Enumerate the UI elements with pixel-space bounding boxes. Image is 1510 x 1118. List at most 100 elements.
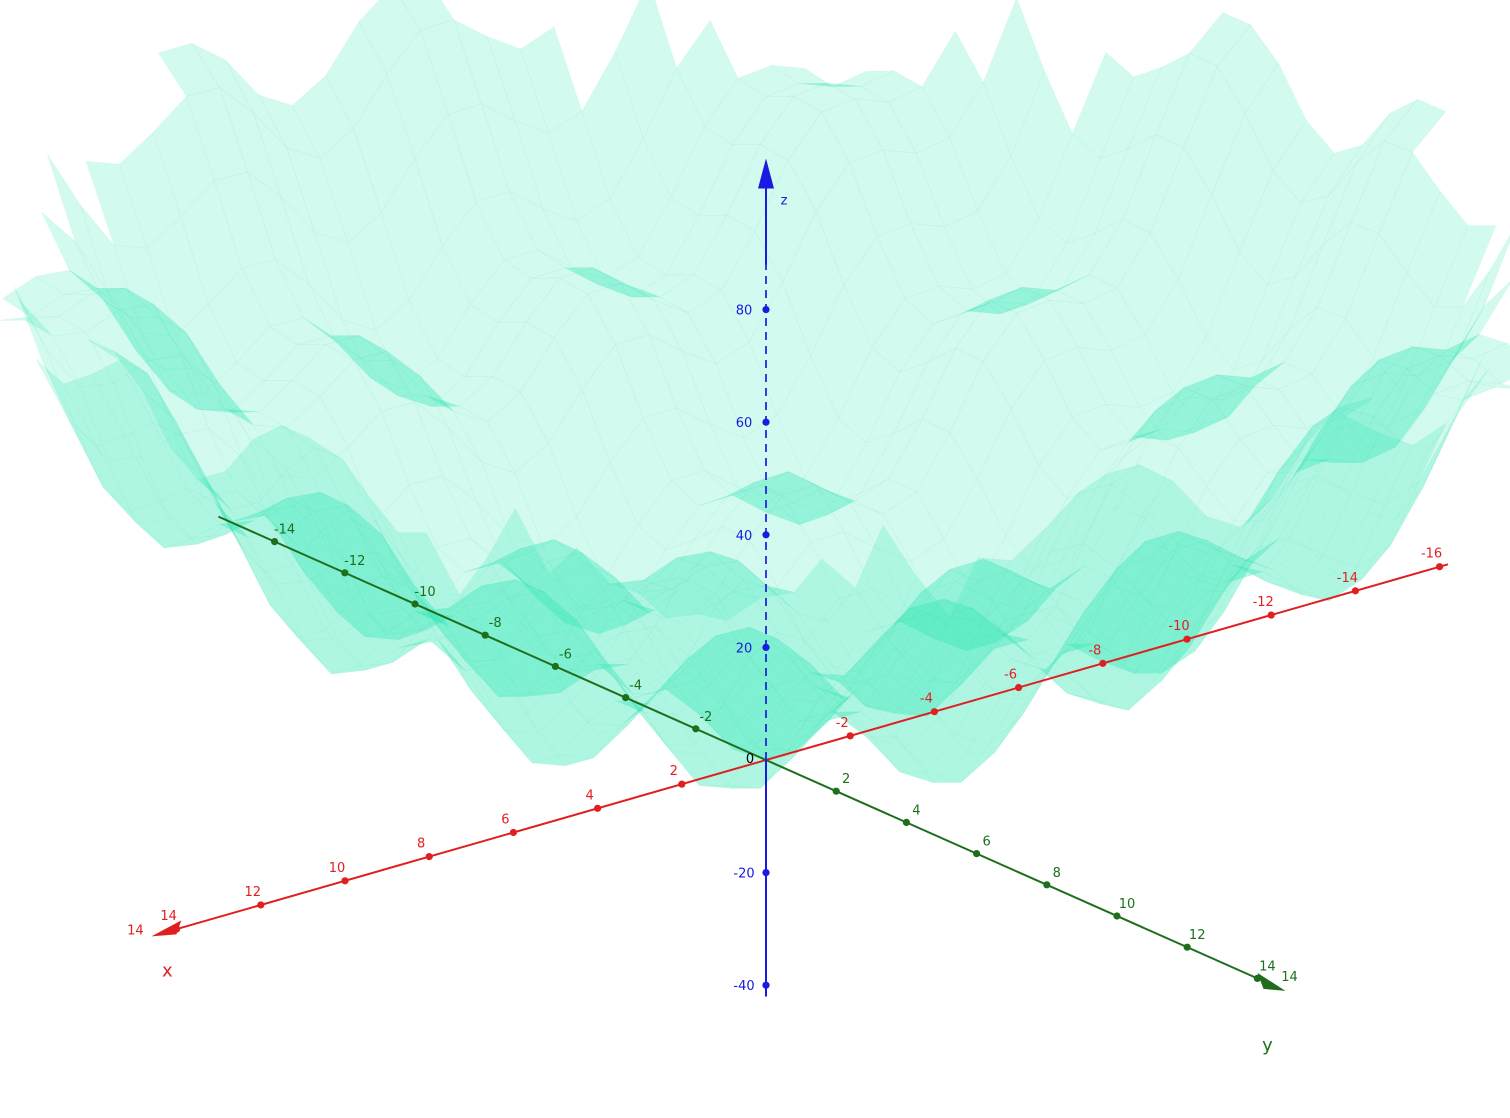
surface-patch <box>508 190 572 268</box>
z-tick <box>762 869 770 877</box>
surface-patch <box>816 686 878 710</box>
surface-patch <box>252 425 316 471</box>
surface-patch <box>1334 512 1397 580</box>
surface-patch <box>966 698 1029 754</box>
surface-patch <box>1183 524 1246 615</box>
surface-patch <box>1373 272 1436 393</box>
surface-patch <box>665 681 728 715</box>
x-tick-label: 6 <box>501 812 509 827</box>
surface-patch <box>1278 373 1341 429</box>
surface-patch <box>398 395 460 407</box>
surface-patch <box>893 698 956 773</box>
surface-patch <box>230 380 293 413</box>
surface-patch <box>330 335 394 362</box>
surface-patch <box>637 588 701 619</box>
surface-patch <box>877 679 940 749</box>
surface-patch <box>515 579 577 621</box>
surface-patch <box>403 358 466 407</box>
surface-patch <box>1088 219 1151 289</box>
surface-patch <box>866 706 928 717</box>
y-tick <box>832 787 840 795</box>
surface-patch <box>893 580 957 625</box>
surface-patch <box>1166 591 1230 652</box>
surface-patch <box>793 682 856 757</box>
surface-patch <box>1016 492 1079 589</box>
surface-patch <box>1356 98 1419 164</box>
surface-patch <box>285 491 350 512</box>
surface-patch <box>1244 385 1308 429</box>
surface-patch <box>1122 603 1185 678</box>
surface-patch <box>815 484 879 550</box>
surface-patch <box>943 478 1006 597</box>
surface-patch <box>263 344 327 382</box>
surface-patch <box>1317 415 1380 493</box>
surface-patch <box>1066 643 1129 662</box>
x-tick-label: 14 <box>160 909 177 924</box>
surface-patch <box>888 576 951 681</box>
surface-patch <box>291 491 355 536</box>
surface-patch <box>854 524 917 641</box>
surface-patch <box>927 733 990 783</box>
surface-patch <box>854 624 918 684</box>
surface-patch <box>397 598 460 640</box>
surface-patch <box>765 82 828 97</box>
surface-patch <box>1339 416 1402 514</box>
surface-patch <box>1172 485 1235 593</box>
surface-patch <box>1100 428 1162 451</box>
surface-patch <box>1178 398 1241 487</box>
y-tick-label: -12 <box>344 554 365 569</box>
surface-patch <box>648 551 712 585</box>
surface-patch <box>1178 530 1240 558</box>
surface-patch <box>497 277 561 323</box>
surface-patch <box>1100 660 1162 674</box>
surface-patch <box>592 267 655 301</box>
x-axis-end-label: 14 <box>127 923 144 938</box>
surface-patch <box>977 407 1040 538</box>
surface-patch <box>1322 372 1386 436</box>
surface-patch <box>882 613 945 680</box>
x-tick-label: 12 <box>245 885 262 900</box>
surface-patch <box>798 667 862 731</box>
surface-patch <box>899 771 962 783</box>
y-tick-label: 8 <box>1053 866 1061 881</box>
surface-patch <box>330 586 394 638</box>
surface-patch <box>821 98 884 164</box>
surface-patch <box>213 383 276 510</box>
surface-patch <box>208 482 271 606</box>
x-tick <box>1436 563 1444 571</box>
surface-patch <box>464 660 528 697</box>
surface-patch <box>982 0 1045 157</box>
surface-patch <box>626 626 689 694</box>
surface-patch <box>687 606 750 708</box>
surface-patch <box>525 277 589 339</box>
surface-patch <box>1217 470 1280 585</box>
surface-patch <box>553 659 617 724</box>
surface-patch <box>816 643 878 703</box>
surface-patch <box>381 401 444 486</box>
surface-patch <box>1328 421 1391 463</box>
surface-patch <box>119 131 182 249</box>
surface-patch <box>308 284 371 378</box>
surface-patch <box>659 648 723 691</box>
surface-patch <box>1373 368 1436 443</box>
surface-patch <box>174 303 237 395</box>
surface-patch <box>1199 564 1264 583</box>
surface-patch <box>1433 380 1498 401</box>
surface-patch <box>163 368 227 410</box>
surface-patch <box>370 498 433 595</box>
surface-patch <box>1228 329 1291 417</box>
surface-patch <box>642 407 706 482</box>
surface-patch <box>542 590 605 660</box>
surface-patch <box>1032 233 1096 300</box>
surface-patch <box>186 487 249 538</box>
surface-patch <box>436 538 500 573</box>
surface-patch <box>654 635 717 695</box>
surface-patch <box>771 477 834 525</box>
surface-patch <box>486 391 549 474</box>
surface-patch <box>1261 434 1324 521</box>
surface-patch <box>152 303 215 385</box>
surface-patch <box>1233 276 1296 370</box>
surface-patch <box>960 286 1023 315</box>
surface-patch <box>1066 148 1129 244</box>
surface-patch <box>1089 567 1152 667</box>
